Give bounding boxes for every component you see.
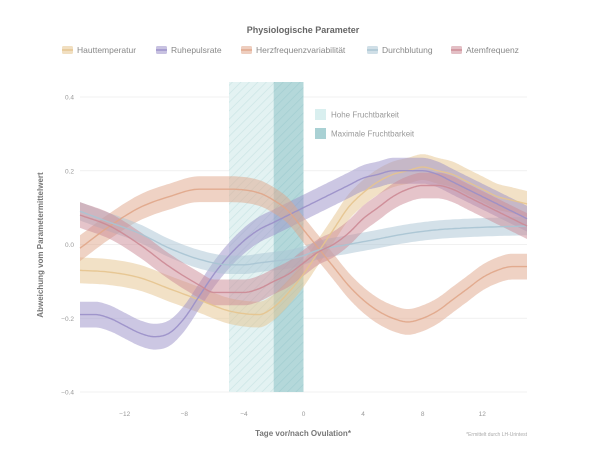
- y-tick-label: −0.2: [61, 316, 74, 323]
- legend: Hauttemperatur Ruhepulsrate Herzfrequenzva…: [62, 45, 519, 55]
- legend-label: Herzfrequenzvariabilität: [256, 45, 346, 55]
- legend-item: Ruhepulsrate: [156, 45, 222, 55]
- x-tick-labels: −12 −8 −4 0 4 8 12: [119, 411, 486, 418]
- legend-label: Hauttemperatur: [77, 45, 136, 55]
- x-tick-label: −8: [181, 411, 189, 418]
- legend-item: Hauttemperatur: [62, 45, 136, 55]
- y-tick-label: −0.4: [61, 390, 74, 397]
- legend-item: Herzfrequenzvariabilität: [241, 45, 346, 55]
- x-tick-label: −12: [119, 411, 130, 418]
- legend-label: Durchblutung: [382, 45, 433, 55]
- x-tick-label: 4: [361, 411, 365, 418]
- y-tick-label: 0.0: [65, 242, 74, 249]
- band-atemfrequenz: [80, 172, 527, 306]
- legend-label: Atemfrequenz: [466, 45, 519, 55]
- line-durchblutung: [79, 210, 527, 266]
- legend-item: Atemfrequenz: [451, 45, 519, 55]
- fertility-label: Hohe Fruchtbarkeit: [331, 111, 400, 120]
- fertility-label: Maximale Fruchtbarkeit: [331, 130, 415, 139]
- line-hauttemperatur: [79, 166, 528, 316]
- legend-label: Ruhepulsrate: [171, 45, 222, 55]
- y-tick-label: 0.2: [65, 168, 74, 175]
- confidence-bands: [80, 154, 527, 350]
- y-tick-labels: −0.4 −0.2 0.0 0.2 0.4: [61, 95, 74, 397]
- x-tick-label: 0: [302, 411, 306, 418]
- x-tick-label: 8: [421, 411, 425, 418]
- line-herzfrequenzvariabilit-t: [79, 188, 527, 323]
- fertility-swatch: [315, 128, 326, 139]
- x-tick-label: 12: [479, 411, 487, 418]
- band-durchblutung: [80, 202, 527, 274]
- legend-title: Physiologische Parameter: [247, 25, 360, 35]
- band-ruhepulsrate: [80, 157, 527, 350]
- fertility-swatch: [315, 109, 326, 120]
- legend-item: Durchblutung: [367, 45, 433, 55]
- x-tick-label: −4: [240, 411, 248, 418]
- region-max-fertility: [273, 82, 304, 392]
- series-lines: [79, 166, 528, 338]
- x-axis-label: Tage vor/nach Ovulation*: [255, 429, 352, 438]
- y-tick-label: 0.4: [65, 95, 74, 102]
- line-atemfrequenz: [79, 184, 528, 294]
- line-ruhepulsrate: [80, 170, 528, 338]
- fertility-legend: Hohe Fruchtbarkeit Maximale Fruchtbarkeit: [315, 109, 415, 139]
- y-axis-label: Abweichung vom Parametermittelwert: [36, 172, 45, 318]
- footnote: *Ermittelt durch LH-Urintest: [466, 432, 527, 438]
